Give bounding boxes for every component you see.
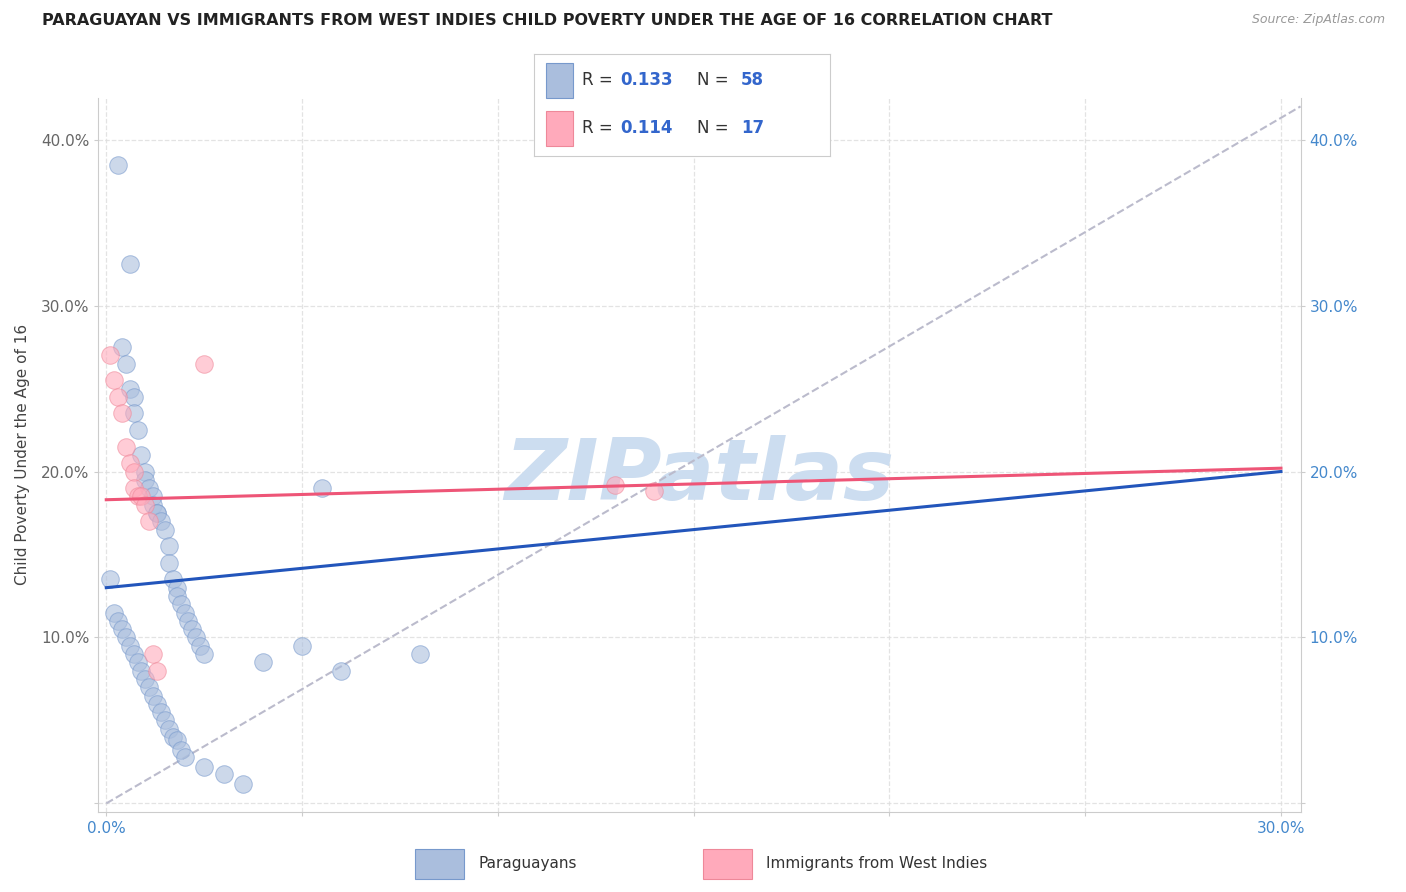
Point <box>146 664 169 678</box>
Point <box>173 750 195 764</box>
Point <box>122 465 145 479</box>
Text: PARAGUAYAN VS IMMIGRANTS FROM WEST INDIES CHILD POVERTY UNDER THE AGE OF 16 CORR: PARAGUAYAN VS IMMIGRANTS FROM WEST INDIE… <box>42 13 1053 29</box>
Point <box>153 523 176 537</box>
Point <box>157 556 180 570</box>
Text: Source: ZipAtlas.com: Source: ZipAtlas.com <box>1251 13 1385 27</box>
Point <box>330 664 353 678</box>
Text: Paraguayans: Paraguayans <box>478 855 576 871</box>
Point <box>111 622 134 636</box>
Point <box>118 382 141 396</box>
Point <box>157 722 180 736</box>
Point <box>408 647 430 661</box>
Point <box>127 490 149 504</box>
Point <box>134 465 156 479</box>
Point <box>162 573 184 587</box>
Point <box>111 406 134 420</box>
Point <box>311 481 333 495</box>
Text: 0.114: 0.114 <box>620 120 672 137</box>
Point <box>153 714 176 728</box>
Point <box>122 481 145 495</box>
Point <box>166 589 188 603</box>
Text: 58: 58 <box>741 71 763 89</box>
Point <box>142 689 165 703</box>
Point <box>114 357 136 371</box>
Point <box>127 423 149 437</box>
Point <box>181 622 204 636</box>
Point <box>605 477 627 491</box>
Text: 17: 17 <box>741 120 763 137</box>
Point <box>150 514 173 528</box>
Bar <box>703 849 752 879</box>
Text: R =: R = <box>582 120 617 137</box>
Bar <box>546 62 572 97</box>
Point <box>131 664 153 678</box>
Point <box>122 647 145 661</box>
Point <box>252 656 274 670</box>
Y-axis label: Child Poverty Under the Age of 16: Child Poverty Under the Age of 16 <box>15 325 30 585</box>
Point <box>122 406 145 420</box>
Point <box>138 680 160 694</box>
Point <box>107 614 129 628</box>
Point <box>150 705 173 719</box>
Point <box>166 581 188 595</box>
Text: R =: R = <box>582 71 617 89</box>
Point <box>188 639 211 653</box>
Point <box>98 348 121 362</box>
Point <box>157 539 180 553</box>
Point <box>118 639 141 653</box>
Point <box>146 506 169 520</box>
Point <box>193 357 215 371</box>
Point <box>146 506 169 520</box>
Point <box>138 481 160 495</box>
Point <box>122 390 145 404</box>
Text: 0.133: 0.133 <box>620 71 672 89</box>
Point <box>103 606 125 620</box>
Point <box>127 656 149 670</box>
Point <box>114 440 136 454</box>
Point <box>232 776 254 790</box>
Bar <box>415 849 464 879</box>
Point <box>134 473 156 487</box>
Point <box>118 456 141 470</box>
Text: N =: N = <box>697 71 734 89</box>
Point <box>142 498 165 512</box>
Point <box>169 597 191 611</box>
Point <box>142 490 165 504</box>
Point <box>107 390 129 404</box>
Point <box>134 672 156 686</box>
Point <box>131 490 153 504</box>
Point <box>643 484 665 499</box>
Point <box>118 257 141 271</box>
Point <box>169 743 191 757</box>
Point <box>111 340 134 354</box>
Bar <box>546 111 572 145</box>
Text: ZIPatlas: ZIPatlas <box>505 434 894 518</box>
Point <box>193 647 215 661</box>
Point <box>291 639 314 653</box>
Text: Immigrants from West Indies: Immigrants from West Indies <box>766 855 987 871</box>
Point <box>177 614 200 628</box>
Point <box>134 498 156 512</box>
Point <box>173 606 195 620</box>
Point <box>142 647 165 661</box>
Point <box>186 631 208 645</box>
Point <box>212 766 235 780</box>
Point <box>162 730 184 744</box>
Point <box>166 733 188 747</box>
Point <box>131 448 153 462</box>
Text: N =: N = <box>697 120 734 137</box>
Point <box>114 631 136 645</box>
Point <box>107 157 129 171</box>
Point <box>138 514 160 528</box>
Point <box>98 573 121 587</box>
Point <box>193 760 215 774</box>
Point <box>146 697 169 711</box>
Point <box>103 373 125 387</box>
